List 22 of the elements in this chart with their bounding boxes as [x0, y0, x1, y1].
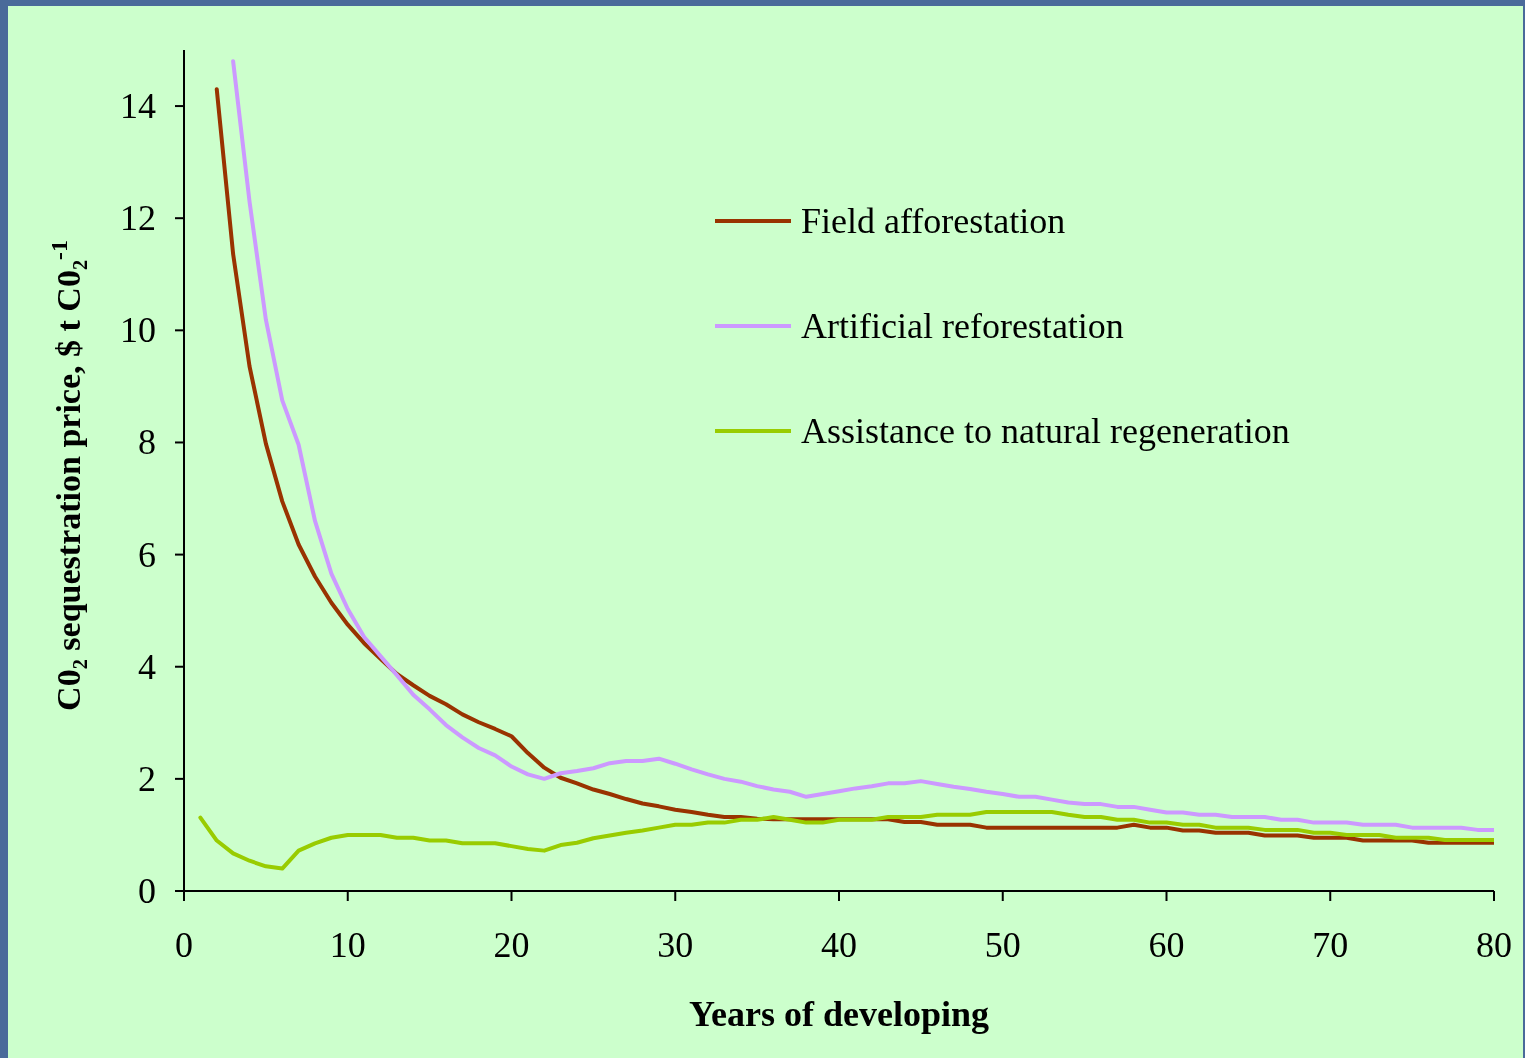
y-tick-label: 2 [138, 758, 156, 799]
x-tick-label: 10 [329, 925, 366, 965]
line-series [198, 809, 1494, 871]
y-tick-label: 14 [120, 86, 156, 127]
x-axis-title: Years of developing [689, 994, 989, 1034]
y-tick-label: 8 [138, 422, 156, 463]
x-tick-label: 0 [175, 925, 193, 965]
y-tick-label: 0 [138, 871, 156, 911]
legend-label: Field afforestation [801, 201, 1066, 241]
legend-label: Assistance to natural regeneration [801, 411, 1290, 451]
y-tick-label: 6 [138, 534, 156, 575]
x-tick-label: 70 [1312, 925, 1349, 965]
x-tick-label: 50 [984, 925, 1021, 965]
x-tick-label: 20 [493, 925, 530, 965]
x-tick-label: 40 [821, 925, 857, 965]
x-tick-label: 60 [1148, 925, 1185, 965]
x-tick-label: 30 [657, 925, 694, 965]
y-tick-label: 4 [138, 646, 156, 687]
y-tick-label: 10 [120, 310, 156, 351]
legend-label: Artificial reforestation [801, 306, 1124, 346]
y-tick-label: 12 [120, 198, 156, 239]
x-tick-label: 80 [1476, 925, 1512, 965]
